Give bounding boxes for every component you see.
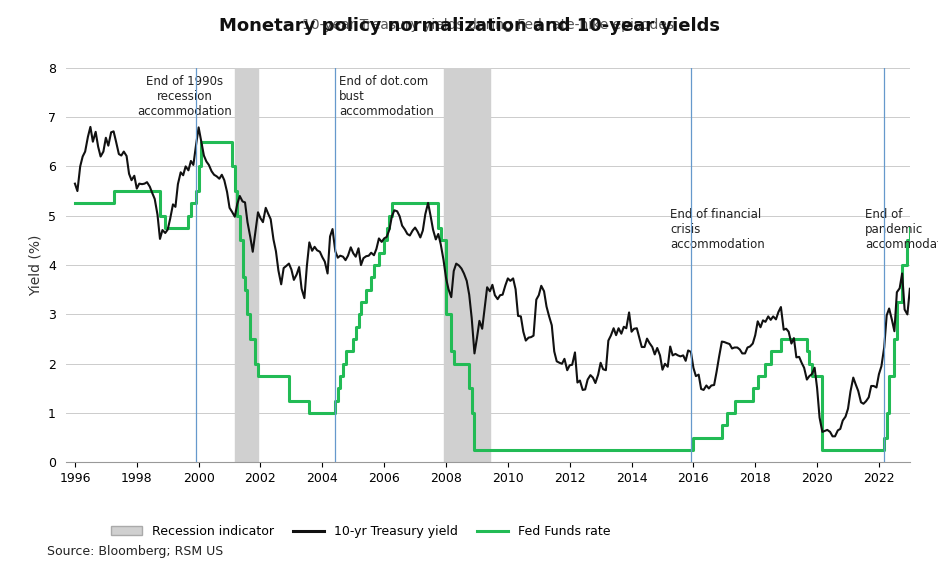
Title: 10-year Treasury yields during Fed rate-hike episodes: 10-year Treasury yields during Fed rate-… [302, 18, 673, 32]
Y-axis label: Yield (%): Yield (%) [28, 235, 42, 296]
Text: End of
pandemic
accommodation: End of pandemic accommodation [865, 208, 938, 252]
Legend: Recession indicator, 10-yr Treasury yield, Fed Funds rate: Recession indicator, 10-yr Treasury yiel… [106, 520, 615, 543]
Text: End of dot.com
bust
accommodation: End of dot.com bust accommodation [340, 75, 434, 118]
Bar [234, 68, 258, 462]
Text: End of financial
crisis
accommodation: End of financial crisis accommodation [671, 208, 765, 252]
Text: Source: Bloomberg; RSM US: Source: Bloomberg; RSM US [47, 545, 223, 558]
Text: Monetary policy normalization and 10-year yields: Monetary policy normalization and 10-yea… [219, 17, 719, 35]
Text: End of 1990s
recession
accommodation: End of 1990s recession accommodation [137, 75, 232, 118]
Bar [444, 68, 490, 462]
